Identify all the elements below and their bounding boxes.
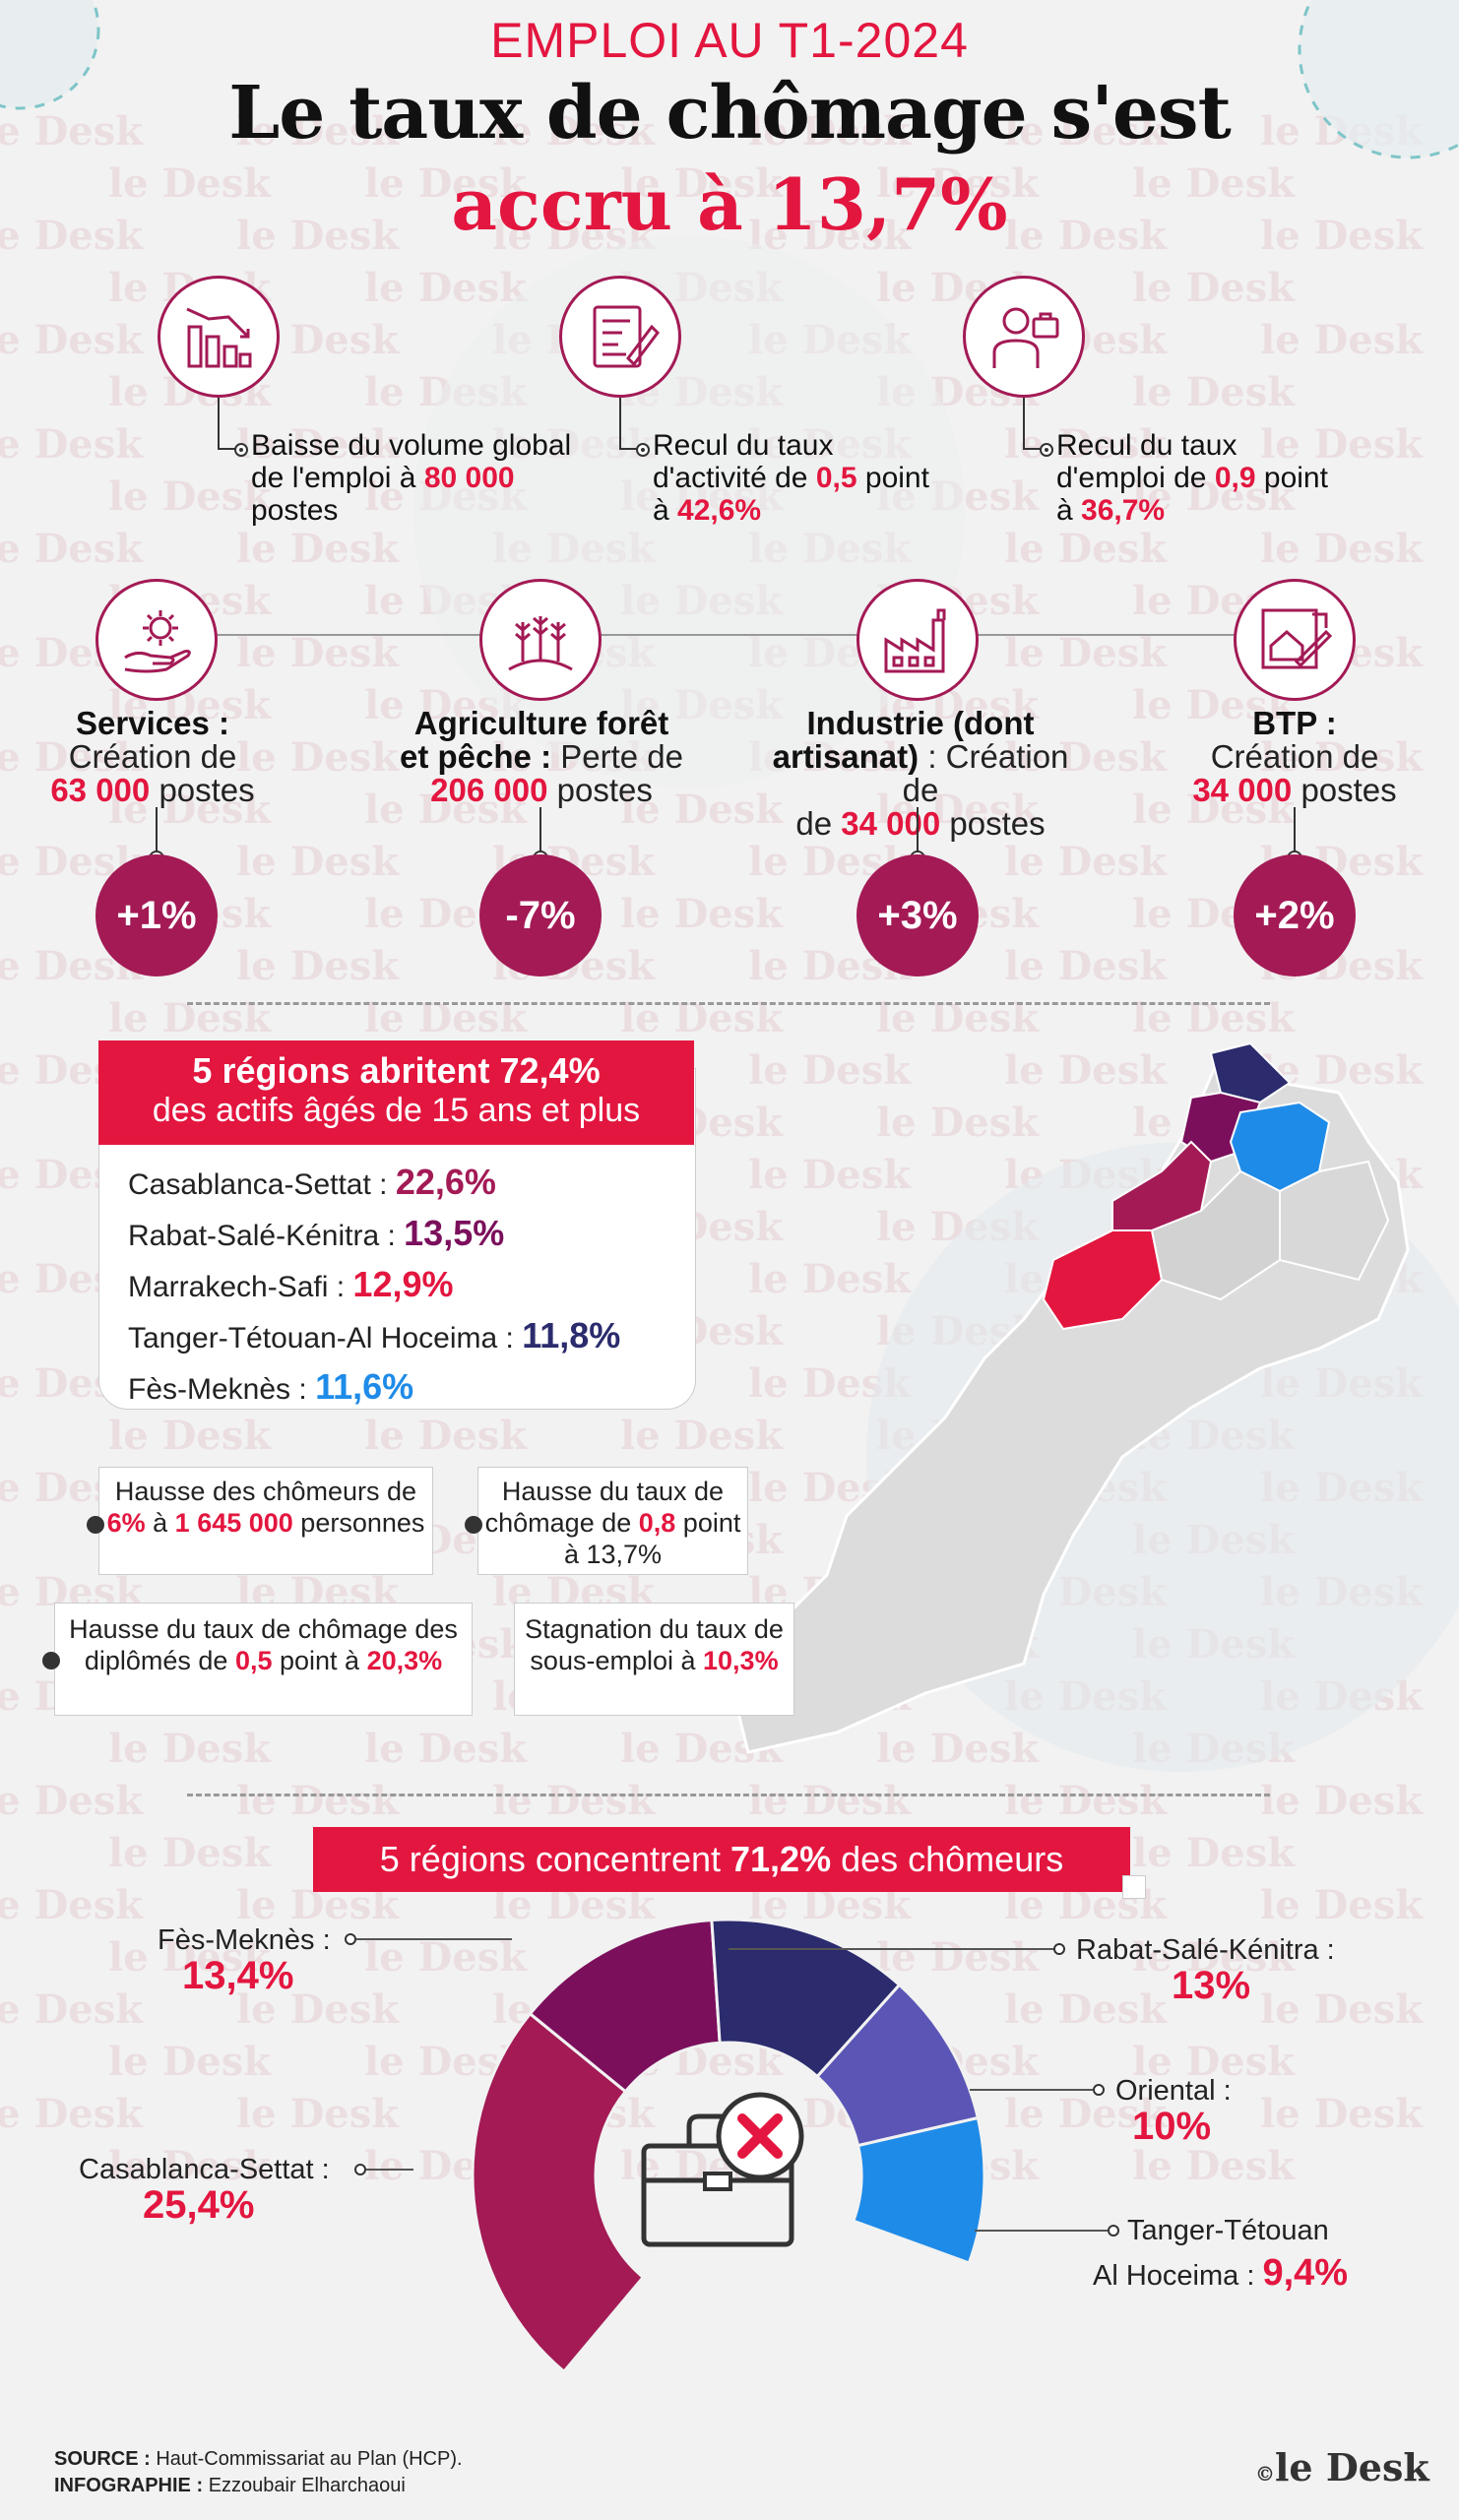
pie-label-casa: Casablanca-Settat : — [79, 2154, 330, 2185]
change-badge-services: +1% — [95, 854, 218, 976]
clipboard-pen-icon — [559, 276, 681, 398]
fact-sous-emploi: Stagnation du taux de sous-emploi à 10,3… — [514, 1603, 794, 1716]
leader-ring — [1053, 1943, 1065, 1955]
connector-line — [218, 398, 236, 450]
fact-diplomes: Hausse du taux de chômage des diplômés d… — [54, 1603, 473, 1716]
region-row: Marrakech-Safi : 12,9% — [128, 1264, 454, 1304]
donut-segment — [851, 2115, 986, 2265]
region-row: Tanger-Tétouan-Al Hoceima : 11,8% — [128, 1315, 621, 1355]
leader-ring — [354, 2164, 366, 2175]
page-title: Le taux de chômage s'est — [228, 71, 1232, 156]
wheat-field-icon — [479, 579, 602, 701]
sector-agriculture: Agriculture forêt et pêche : Perte de 206 … — [400, 705, 683, 808]
bullet-marker — [1040, 443, 1053, 457]
leader-ring — [1108, 2225, 1119, 2236]
region-row: Casablanca-Settat : 22,6% — [128, 1162, 496, 1202]
bar-chart-down-icon — [158, 276, 280, 398]
credit-line: INFOGRAPHIE : Ezzoubair Elharchaoui — [54, 2475, 406, 2496]
section-divider — [187, 1794, 1270, 1796]
pie-value-fes: 13,4% — [182, 1954, 294, 1997]
section-divider — [187, 1002, 1270, 1005]
pie-label-fes: Fès-Meknès : — [158, 1924, 331, 1956]
brand-logo: ©le Desk — [1255, 2445, 1429, 2489]
region-row: Rabat-Salé-Kénitra : 13,5% — [128, 1213, 505, 1253]
bullet-marker — [234, 443, 248, 457]
pie-label-oriental: Oriental : — [1115, 2075, 1232, 2107]
source-line: SOURCE : Haut-Commissariat au Plan (HCP)… — [54, 2448, 463, 2470]
banner-corner — [1122, 1875, 1146, 1899]
bullet-dot — [42, 1652, 60, 1670]
pie-label-rabat: Rabat-Salé-Kénitra : — [1076, 1934, 1335, 1966]
pie-value-casa: 25,4% — [143, 2183, 255, 2227]
leader-ring — [1093, 2084, 1105, 2096]
region-row: Fès-Meknès : 11,6% — [128, 1366, 414, 1407]
fact-taux-chomage: Hausse du taux de chômage de 0,8 point à… — [477, 1467, 748, 1575]
connector-line — [619, 398, 638, 450]
active-regions-banner: 5 régions abritent 72,4% des actifs âgés… — [98, 1040, 694, 1145]
donut-segment — [471, 2011, 646, 2374]
kicker: EMPLOI AU T1-2024 — [490, 13, 969, 68]
blueprint-house-icon — [1234, 579, 1356, 701]
unemployed-banner: 5 régions concentrent 71,2% des chômeurs — [313, 1827, 1130, 1892]
page-title-highlight: accru à 13,7% — [451, 162, 1008, 246]
pie-label-tanger: Tanger-Tétouan — [1127, 2215, 1329, 2246]
fact-chomeurs: Hausse des chômeurs de 6% à 1 645 000 pe… — [98, 1467, 433, 1575]
worker-briefcase-icon — [963, 276, 1085, 398]
bullet-dot — [465, 1516, 482, 1534]
kpi-volume-emploi: Baisse du volume global de l'emploi à 80… — [251, 429, 572, 527]
kpi-taux-emploi: Recul du taux d'emploi de 0,9 point à 36… — [1056, 429, 1328, 527]
change-badge-btp: +2% — [1234, 854, 1356, 976]
sector-services: Services : Création de 63 000 postes — [50, 705, 255, 808]
gear-hand-icon — [95, 579, 218, 701]
sector-btp: BTP : Création de 34 000 postes — [1192, 705, 1397, 808]
pie-label-tanger-2: Al Hoceima : 9,4% — [1093, 2252, 1349, 2294]
sector-connector-line — [197, 634, 1309, 636]
pie-value-oriental: 10% — [1132, 2105, 1212, 2148]
sector-industrie: Industrie (dont artisanat) : Création de d… — [772, 705, 1069, 842]
kpi-taux-activite: Recul du taux d'activité de 0,5 point à … — [653, 429, 929, 527]
briefcase-cross-icon — [641, 2092, 804, 2247]
change-badge-industrie: +3% — [856, 854, 979, 976]
connector-line — [1023, 398, 1042, 450]
bullet-dot — [87, 1516, 104, 1534]
factory-icon — [856, 579, 979, 701]
pie-value-rabat: 13% — [1172, 1964, 1251, 2007]
change-badge-agriculture: -7% — [479, 854, 602, 976]
bullet-marker — [636, 443, 650, 457]
leader-ring — [345, 1933, 356, 1945]
morocco-map — [736, 1041, 1410, 1754]
